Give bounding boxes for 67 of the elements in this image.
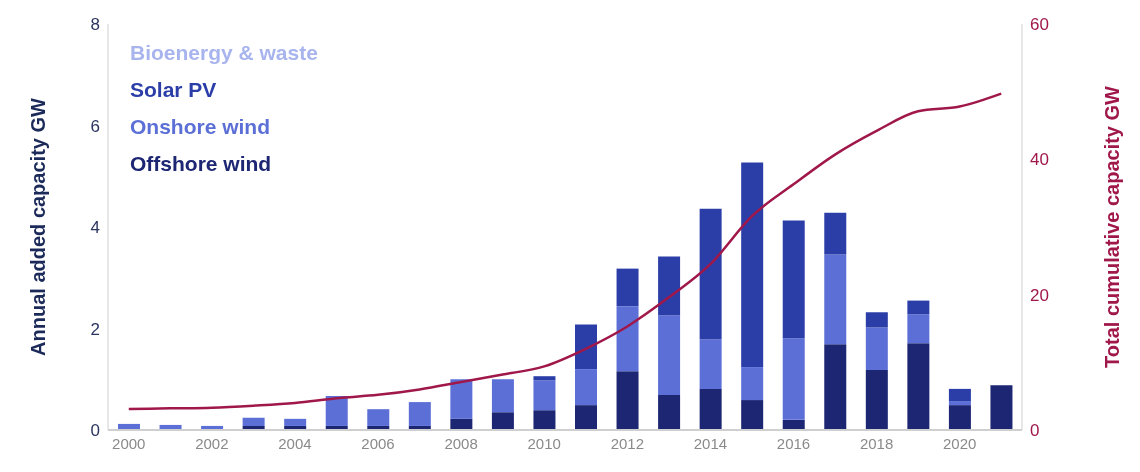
bar: [367, 409, 390, 426]
x-tick-label: 2000: [112, 434, 146, 452]
bar: [616, 371, 639, 430]
x-tick-label: 2014: [693, 434, 728, 452]
y2-tick-label: 60: [1030, 15, 1049, 35]
y2-axis-title: Total cumulative capacity GW: [1101, 85, 1124, 368]
bar: [658, 256, 681, 316]
bar: [865, 312, 888, 328]
bar: [865, 370, 888, 430]
y2-tick-label: 40: [1030, 150, 1049, 170]
x-tick-label: 2010: [527, 434, 561, 452]
bar: [699, 339, 722, 389]
bar: [907, 300, 930, 315]
bar: [782, 338, 805, 420]
y-tick-label: 6: [90, 116, 100, 136]
legend-label: Bioenergy & waste: [130, 40, 318, 66]
bar: [533, 380, 556, 411]
x-tick-label: 2008: [444, 434, 478, 452]
bar: [533, 410, 556, 430]
bar: [284, 418, 307, 426]
bar: [533, 376, 556, 381]
y2-tick-label: 20: [1030, 285, 1049, 305]
x-tick-label: 2004: [278, 434, 312, 452]
bar: [658, 315, 681, 395]
x-tick-label: 2006: [361, 434, 395, 452]
bar: [824, 254, 847, 345]
bar: [865, 327, 888, 371]
bar: [824, 344, 847, 430]
x-tick-label: 2020: [942, 434, 977, 452]
bar: [907, 314, 930, 344]
bar: [741, 162, 764, 368]
y-tick-label: 8: [90, 15, 100, 35]
bar: [491, 379, 514, 413]
bar: [325, 396, 348, 426]
text: Offshore wind: [130, 151, 273, 177]
text: Onshore wind: [130, 114, 271, 140]
bar: [575, 369, 597, 406]
bar: [408, 402, 431, 426]
bar: [450, 379, 473, 419]
y-tick-label: 4: [90, 218, 100, 238]
bar: [990, 385, 1013, 430]
x-tick-label: 2018: [859, 434, 894, 452]
y-tick-label: 0: [90, 421, 100, 441]
y2-tick-label: 0: [1030, 421, 1040, 441]
bar: [491, 412, 514, 430]
x-tick-label: 2002: [195, 434, 229, 452]
bar: [699, 388, 722, 430]
x-tick-label: 2012: [610, 434, 645, 452]
bar: [575, 324, 597, 370]
y-axis-title: Annual added capacity GW: [27, 97, 50, 356]
bar: [907, 343, 930, 430]
bar: [616, 268, 639, 307]
bar: [242, 417, 265, 426]
text: Solar PV: [130, 77, 218, 103]
bar: [948, 401, 971, 406]
bar: [741, 400, 764, 430]
bar: [782, 220, 805, 339]
bar: [658, 394, 681, 430]
bar: [824, 212, 847, 255]
bar: [575, 405, 597, 430]
x-tick-label: 2016: [776, 434, 811, 452]
bar: [616, 306, 639, 372]
bar: [948, 388, 971, 402]
bar: [699, 208, 722, 340]
bar: [948, 405, 971, 430]
bar: [741, 367, 764, 401]
y-tick-label: 2: [90, 319, 100, 339]
